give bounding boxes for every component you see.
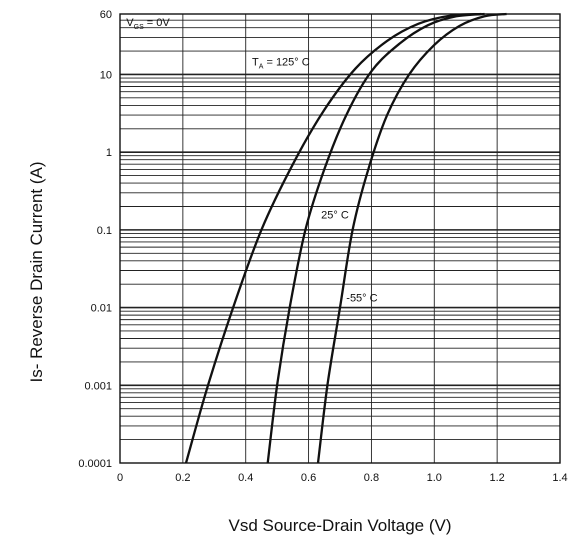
grid (120, 14, 560, 463)
y-tick-label: 0.0001 (78, 458, 112, 470)
y-tick-label: 10 (100, 69, 112, 81)
series-line (266, 12, 485, 464)
series-group (184, 12, 507, 464)
tick-labels: 0 0.2 0.4 0.6 0.8 1.0 1.2 1.4 0.0001 0.001 0.01 0.1… (78, 9, 567, 484)
x-tick-label: 0.4 (238, 472, 253, 484)
y-axis-title: Is- Reverse Drain Current (A) (27, 161, 46, 382)
x-tick-label: 0.8 (364, 472, 379, 484)
y-tick-label: 60 (100, 9, 112, 21)
plot-frame (119, 13, 561, 464)
y-tick-label: 0.001 (84, 380, 112, 392)
y-tick-label: 0.1 (97, 225, 112, 237)
x-tick-label: 0.6 (301, 472, 316, 484)
x-tick-label: 1.2 (489, 472, 504, 484)
annotations: VGS = 0V TA = 125° C 25° C -55° C (126, 17, 377, 304)
curve-annotation: 25° C (321, 210, 349, 222)
x-tick-label: 1.4 (552, 472, 567, 484)
x-tick-label: 1.0 (427, 472, 442, 484)
x-tick-label: 0.2 (175, 472, 190, 484)
curve-annotation: VGS = 0V (126, 17, 170, 31)
x-tick-label: 0 (117, 472, 123, 484)
curve-annotation: -55° C (346, 292, 377, 304)
y-tick-label: 1 (106, 147, 112, 159)
x-axis-title: Vsd Source-Drain Voltage (V) (229, 516, 452, 535)
curve-annotation: TA = 125° C (252, 57, 310, 71)
series-line (184, 12, 482, 464)
y-tick-label: 0.01 (91, 303, 112, 315)
plot-border (119, 13, 561, 464)
series-line (316, 12, 507, 464)
